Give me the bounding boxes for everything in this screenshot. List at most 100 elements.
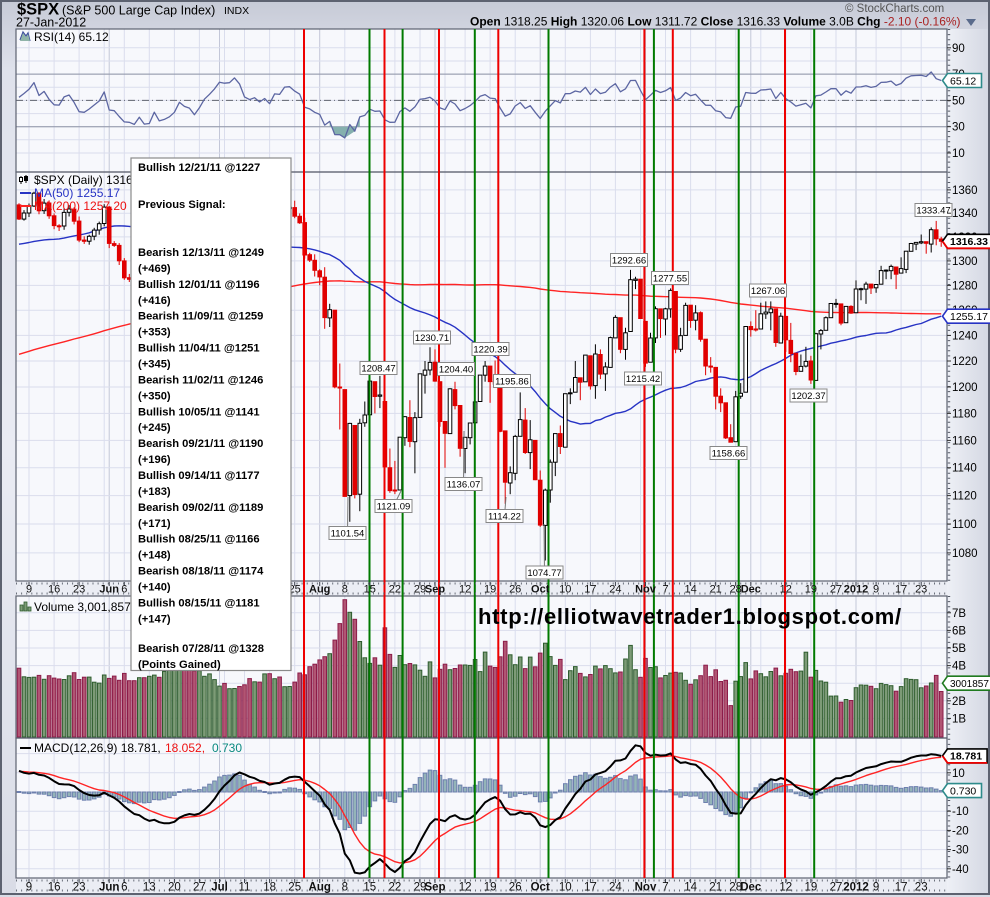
svg-text:9: 9 bbox=[873, 584, 879, 596]
svg-text:1340: 1340 bbox=[952, 208, 978, 220]
svg-text:1292.66: 1292.66 bbox=[612, 256, 646, 267]
svg-text:(+196): (+196) bbox=[138, 454, 171, 466]
svg-text:1215.42: 1215.42 bbox=[626, 374, 660, 385]
svg-text:12: 12 bbox=[780, 584, 792, 596]
svg-text:27: 27 bbox=[830, 882, 843, 894]
svg-text:15: 15 bbox=[364, 584, 376, 596]
svg-text:1080: 1080 bbox=[952, 548, 978, 560]
svg-text:Sep: Sep bbox=[425, 584, 445, 596]
svg-text:11: 11 bbox=[239, 882, 251, 894]
svg-text:19: 19 bbox=[484, 882, 497, 894]
svg-text:27: 27 bbox=[830, 584, 842, 596]
svg-text:Bearish 08/18/11 @1174: Bearish 08/18/11 @1174 bbox=[138, 566, 264, 578]
svg-text:13: 13 bbox=[143, 882, 156, 894]
svg-text:MA(200) 1257.20: MA(200) 1257.20 bbox=[34, 199, 127, 213]
svg-text:23: 23 bbox=[73, 584, 85, 596]
svg-text:16: 16 bbox=[48, 882, 61, 894]
svg-text:Bearish 11/09/11 @1259: Bearish 11/09/11 @1259 bbox=[138, 311, 263, 323]
svg-text:8: 8 bbox=[342, 584, 348, 596]
svg-text:Bullish 12/01/11 @1196: Bullish 12/01/11 @1196 bbox=[138, 279, 260, 291]
svg-text:(+353): (+353) bbox=[138, 327, 171, 339]
svg-text:(S&P 500 Large Cap Index): (S&P 500 Large Cap Index) bbox=[62, 4, 215, 18]
svg-text:1316.33: 1316.33 bbox=[950, 236, 988, 248]
svg-text:$SPX: $SPX bbox=[17, 1, 59, 19]
svg-text:6B: 6B bbox=[952, 625, 966, 637]
svg-text:INDX: INDX bbox=[224, 5, 249, 17]
svg-text:1101.54: 1101.54 bbox=[331, 529, 365, 540]
svg-text:MA(50) 1255.17: MA(50) 1255.17 bbox=[34, 186, 120, 200]
svg-text:17: 17 bbox=[584, 584, 596, 596]
svg-text:19: 19 bbox=[805, 882, 818, 894]
svg-text:2B: 2B bbox=[952, 696, 966, 708]
svg-text:1280: 1280 bbox=[952, 280, 978, 292]
svg-text:1220: 1220 bbox=[952, 356, 978, 368]
svg-text:1114.22: 1114.22 bbox=[488, 512, 521, 523]
svg-text:0.730: 0.730 bbox=[212, 741, 242, 755]
svg-text:7: 7 bbox=[662, 882, 668, 894]
svg-text:20: 20 bbox=[168, 882, 181, 894]
svg-text:(+140): (+140) bbox=[138, 582, 171, 594]
svg-text:18: 18 bbox=[263, 882, 276, 894]
svg-text:Jun: Jun bbox=[99, 882, 119, 894]
svg-text:Bullish 08/25/11 @1166: Bullish 08/25/11 @1166 bbox=[138, 534, 260, 546]
svg-text:7: 7 bbox=[662, 584, 668, 596]
svg-text:(+183): (+183) bbox=[138, 486, 171, 498]
svg-text:28: 28 bbox=[730, 584, 742, 596]
svg-text:12: 12 bbox=[779, 882, 792, 894]
svg-text:10: 10 bbox=[559, 584, 571, 596]
svg-text:22: 22 bbox=[389, 584, 401, 596]
svg-text:Oct: Oct bbox=[531, 882, 550, 894]
svg-text:28: 28 bbox=[729, 882, 742, 894]
svg-text:1230.71: 1230.71 bbox=[415, 333, 449, 344]
svg-text:1267.06: 1267.06 bbox=[751, 286, 785, 297]
svg-text:(+345): (+345) bbox=[138, 359, 171, 371]
svg-text:http://elliotwavetrader1.blogs: http://elliotwavetrader1.blogspot.com/ bbox=[478, 604, 902, 629]
svg-text:© StockCharts.com: © StockCharts.com bbox=[845, 3, 944, 15]
svg-text:17: 17 bbox=[895, 882, 908, 894]
svg-text:Bearish 11/02/11 @1246: Bearish 11/02/11 @1246 bbox=[138, 374, 263, 386]
svg-text:25: 25 bbox=[288, 882, 301, 894]
svg-text:1160: 1160 bbox=[952, 435, 977, 447]
svg-text:23: 23 bbox=[915, 584, 927, 596]
svg-text:1204.40: 1204.40 bbox=[439, 365, 473, 376]
svg-text:Volume 3,001,857: Volume 3,001,857 bbox=[34, 600, 131, 614]
svg-text:1360: 1360 bbox=[952, 185, 978, 197]
svg-text:Jun: Jun bbox=[99, 584, 119, 596]
svg-text:6: 6 bbox=[121, 584, 127, 596]
svg-text:30: 30 bbox=[952, 122, 965, 134]
svg-text:(+245): (+245) bbox=[138, 422, 171, 434]
svg-text:(+148): (+148) bbox=[138, 550, 171, 562]
svg-text:18.781: 18.781 bbox=[950, 751, 982, 763]
svg-text:Jul: Jul bbox=[211, 882, 228, 894]
svg-text:0.730: 0.730 bbox=[950, 785, 976, 797]
svg-text:14: 14 bbox=[684, 584, 696, 596]
svg-text:1300: 1300 bbox=[952, 256, 978, 268]
svg-text:7B: 7B bbox=[952, 608, 966, 620]
svg-text:1277.55: 1277.55 bbox=[653, 274, 687, 285]
svg-text:22: 22 bbox=[389, 882, 402, 894]
svg-text:1195.86: 1195.86 bbox=[495, 377, 529, 388]
svg-text:MACD(12,26,9) 18.781,: MACD(12,26,9) 18.781, bbox=[34, 741, 161, 755]
svg-text:1121.09: 1121.09 bbox=[377, 502, 411, 513]
svg-text:17: 17 bbox=[895, 584, 907, 596]
svg-text:15: 15 bbox=[363, 882, 376, 894]
svg-text:Oct: Oct bbox=[531, 584, 550, 596]
svg-text:(+350): (+350) bbox=[138, 390, 171, 402]
svg-text:1200: 1200 bbox=[952, 382, 978, 394]
svg-text:9: 9 bbox=[26, 882, 32, 894]
svg-text:-10: -10 bbox=[952, 806, 969, 818]
svg-text:Bearish 12/13/11 @1249: Bearish 12/13/11 @1249 bbox=[138, 247, 264, 259]
svg-text:1100: 1100 bbox=[952, 519, 977, 531]
svg-text:8: 8 bbox=[342, 882, 348, 894]
svg-text:24: 24 bbox=[609, 584, 621, 596]
svg-text:50: 50 bbox=[952, 95, 965, 107]
svg-text:19: 19 bbox=[805, 584, 817, 596]
svg-text:2012: 2012 bbox=[844, 584, 868, 596]
svg-text:Bearish 09/02/11 @1189: Bearish 09/02/11 @1189 bbox=[138, 502, 263, 514]
svg-text:26: 26 bbox=[509, 882, 522, 894]
svg-text:(+171): (+171) bbox=[138, 518, 171, 530]
svg-text:1180: 1180 bbox=[952, 408, 977, 420]
svg-text:2012: 2012 bbox=[843, 882, 869, 894]
svg-text:(Points Gained): (Points Gained) bbox=[138, 659, 221, 671]
svg-text:1240: 1240 bbox=[952, 330, 978, 342]
